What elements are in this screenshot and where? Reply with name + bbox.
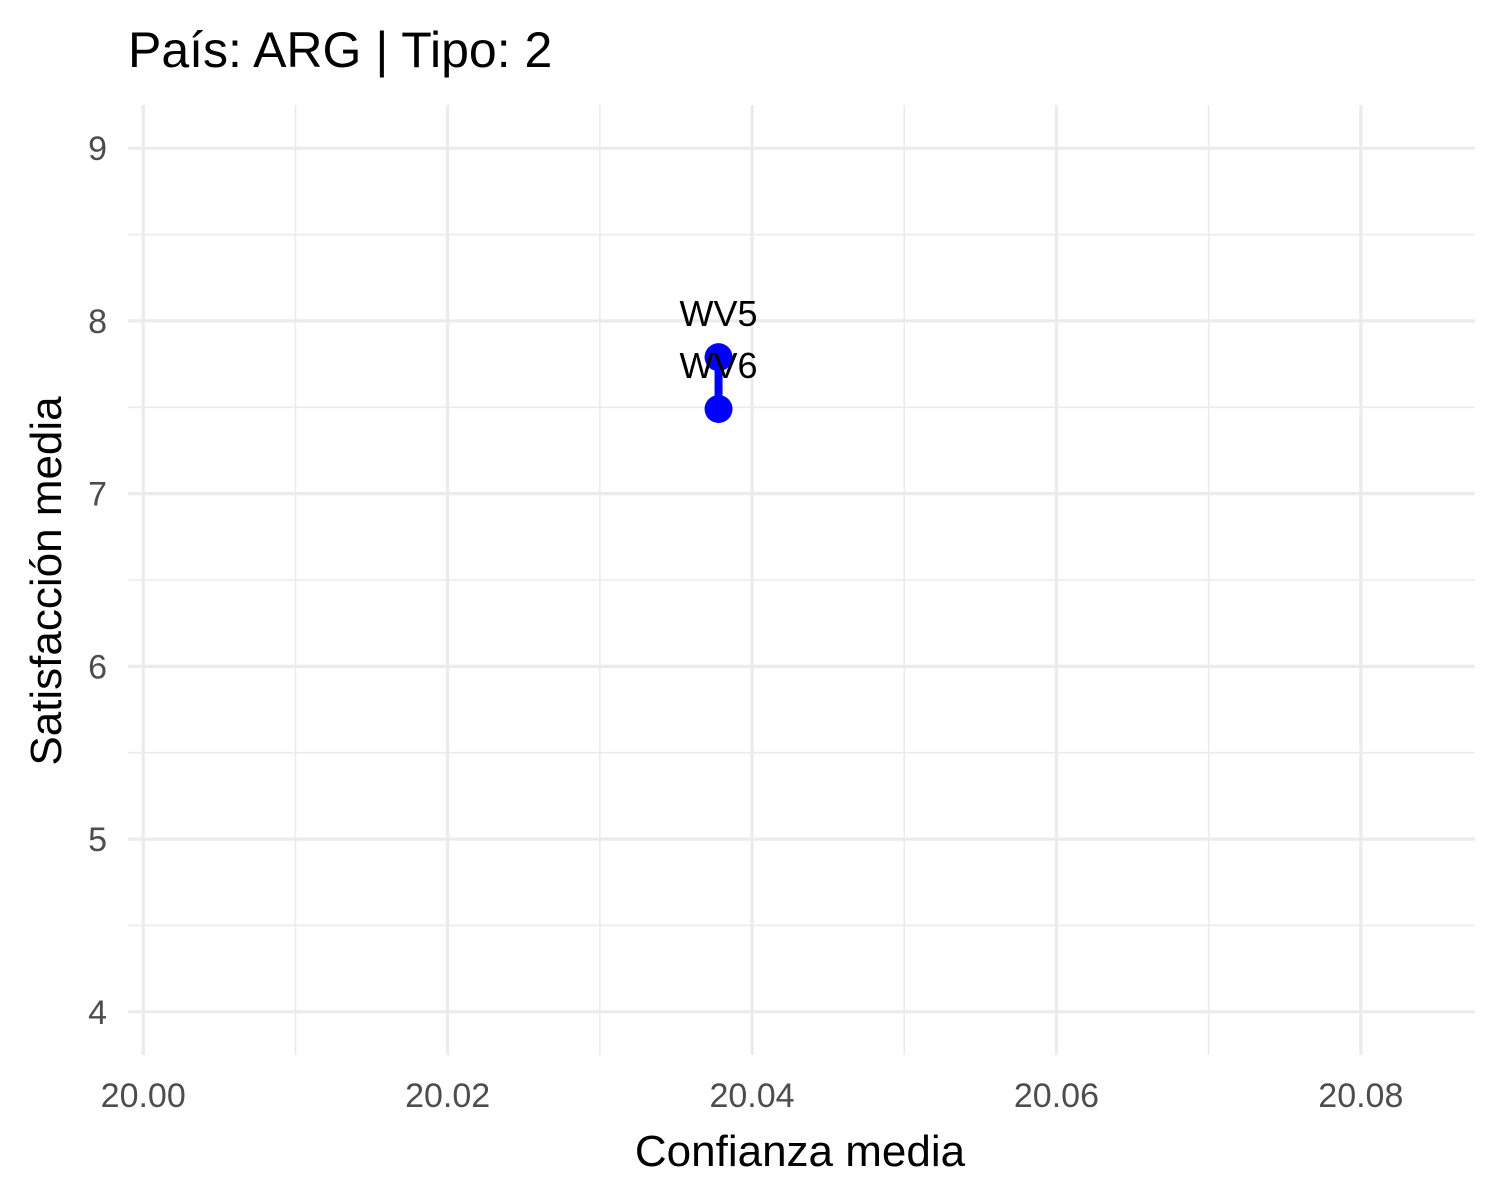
data-point xyxy=(704,343,733,372)
data-point-label: WV6 xyxy=(680,345,758,386)
x-tick-label: 20.06 xyxy=(1014,1077,1099,1115)
data-point-label: WV5 xyxy=(680,293,758,334)
y-tick-label: 8 xyxy=(88,303,107,341)
y-tick-label: 7 xyxy=(88,476,107,514)
x-tick-label: 20.04 xyxy=(709,1077,794,1115)
x-tick-label: 20.00 xyxy=(101,1077,186,1115)
x-axis-ticks: 20.00 20.02 20.04 20.06 20.08 xyxy=(101,1077,1404,1115)
data-point xyxy=(704,395,733,423)
x-axis-title: Confianza media xyxy=(635,1127,966,1176)
y-axis-ticks: 4 5 6 7 8 9 xyxy=(88,130,107,1032)
x-tick-label: 20.02 xyxy=(405,1077,490,1115)
y-tick-label: 5 xyxy=(88,821,107,859)
y-tick-label: 6 xyxy=(88,648,107,686)
grid-lines xyxy=(128,105,1475,1055)
chart-title: País: ARG | Tipo: 2 xyxy=(128,22,552,78)
y-tick-label: 4 xyxy=(88,994,107,1032)
y-axis-title: Satisfacción media xyxy=(22,396,71,766)
y-tick-label: 9 xyxy=(88,130,107,168)
x-tick-label: 20.08 xyxy=(1318,1077,1403,1115)
